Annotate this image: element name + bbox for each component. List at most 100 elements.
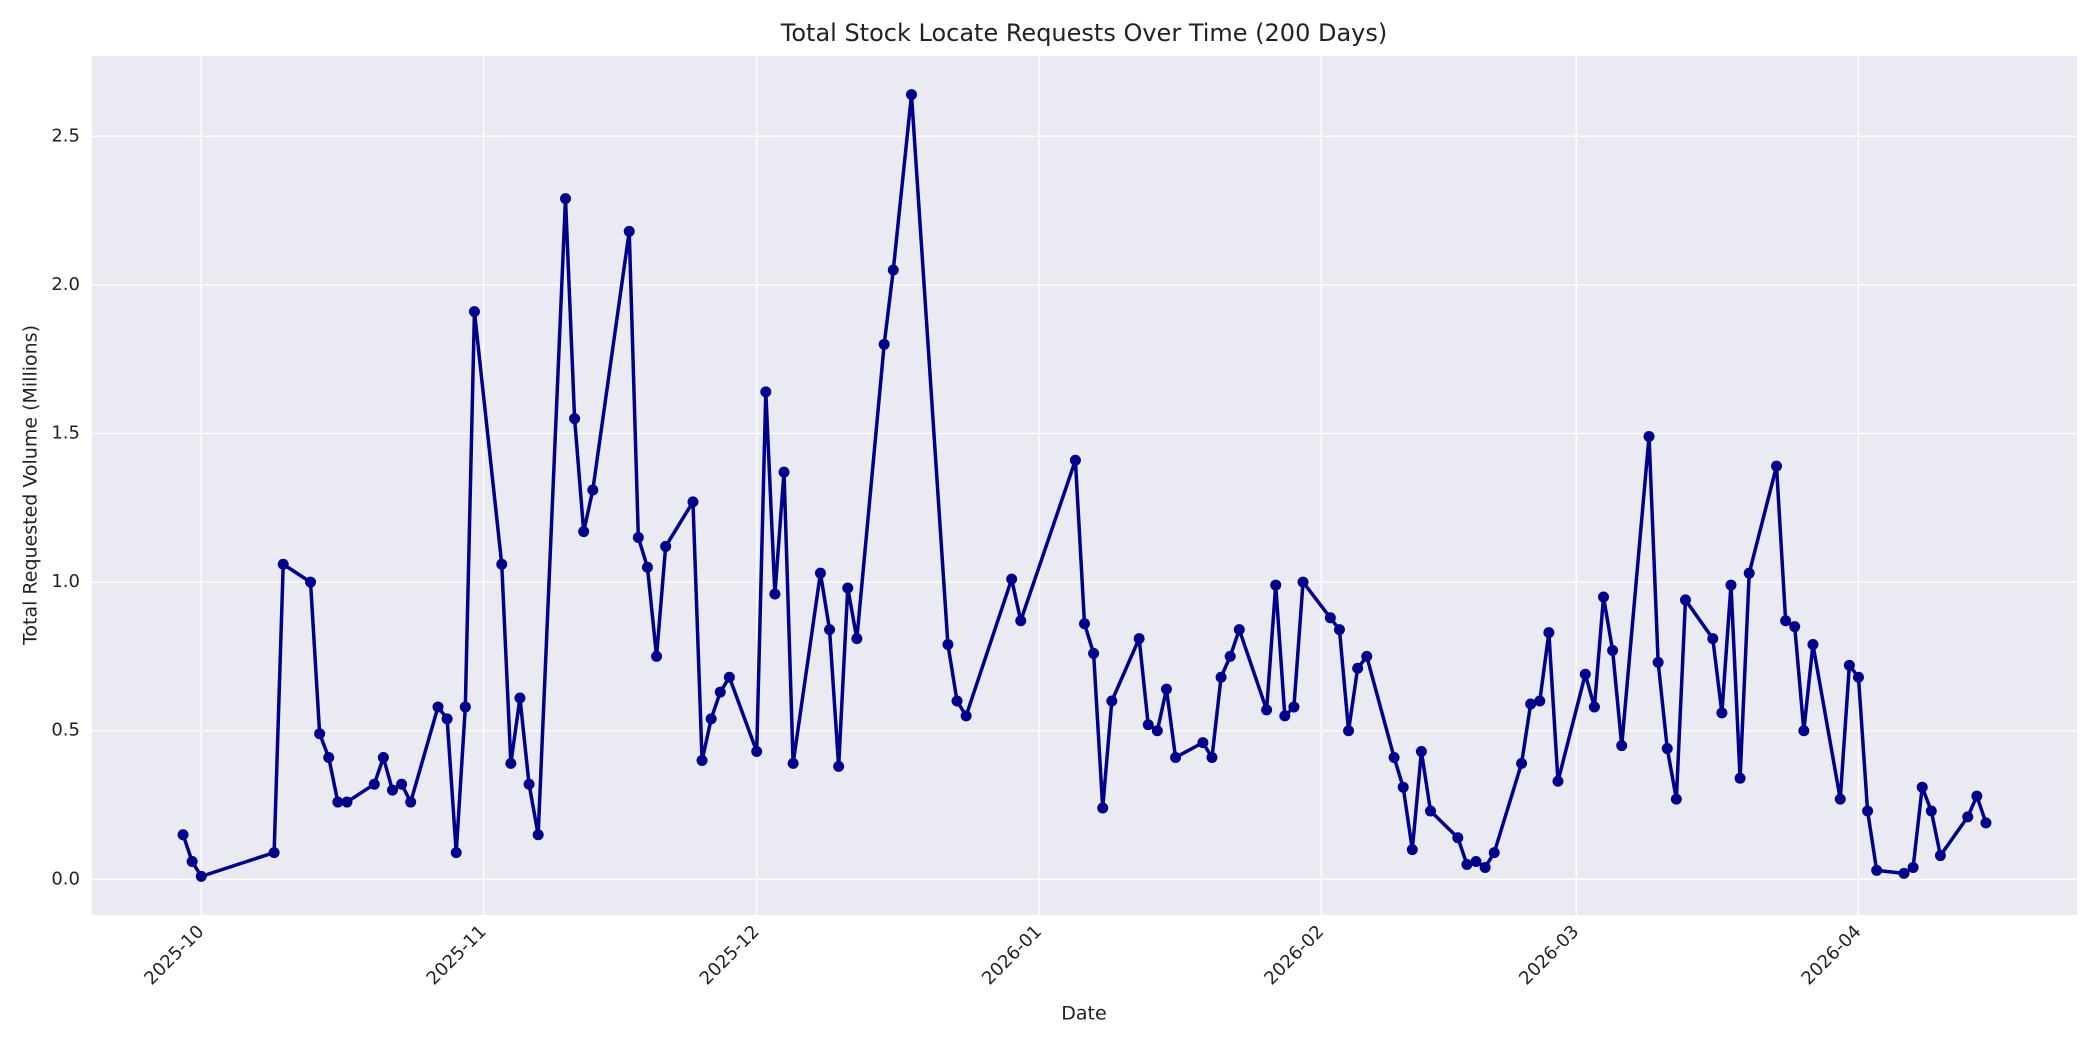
data-point — [396, 778, 408, 790]
data-point — [1807, 639, 1819, 651]
data-point — [450, 847, 462, 859]
data-point — [1525, 698, 1537, 710]
data-point — [760, 386, 772, 398]
marks — [177, 89, 1992, 882]
data-point — [1670, 793, 1682, 805]
data-point — [1534, 695, 1546, 707]
data-point — [1707, 633, 1719, 645]
data-point — [660, 540, 672, 552]
x-tick-label: 2026-01 — [978, 921, 1046, 989]
data-point — [441, 713, 453, 725]
y-tick-label: 2.0 — [51, 274, 80, 295]
data-point — [1324, 612, 1336, 624]
data-point — [951, 695, 963, 707]
x-tick-label: 2026-02 — [1260, 921, 1328, 989]
data-point — [1971, 790, 1983, 802]
data-point — [905, 89, 917, 101]
data-point — [1789, 621, 1801, 633]
data-point — [824, 624, 836, 636]
data-point — [578, 526, 590, 538]
x-tick-label: 2025-10 — [140, 921, 208, 989]
data-point — [1233, 624, 1245, 636]
data-point — [878, 338, 890, 350]
data-point — [1962, 811, 1974, 823]
data-point — [1069, 454, 1081, 466]
data-point — [1160, 683, 1172, 695]
y-tick-label: 1.5 — [51, 422, 80, 443]
data-point — [687, 496, 699, 508]
data-point — [1652, 656, 1664, 668]
y-tick-label: 2.5 — [51, 125, 80, 146]
data-point — [1206, 751, 1218, 763]
data-point — [405, 796, 417, 808]
data-point — [1343, 725, 1355, 737]
data-point — [1852, 671, 1864, 683]
data-point — [1916, 781, 1928, 793]
data-point — [314, 728, 326, 740]
data-point — [1661, 743, 1673, 755]
data-point — [1425, 805, 1437, 817]
data-point — [1215, 671, 1227, 683]
data-point — [1142, 719, 1154, 731]
data-point — [1925, 805, 1937, 817]
data-point — [1397, 781, 1409, 793]
data-point — [305, 576, 317, 588]
data-point — [1151, 725, 1163, 737]
data-point — [1088, 647, 1100, 659]
data-point — [1543, 627, 1555, 639]
data-point — [1552, 775, 1564, 787]
data-point — [641, 561, 653, 573]
data-point — [1406, 844, 1418, 856]
data-point — [942, 639, 954, 651]
data-point — [751, 746, 763, 758]
data-point — [1679, 594, 1691, 606]
data-point — [887, 264, 899, 276]
data-point — [696, 754, 708, 766]
data-point — [377, 751, 389, 763]
data-point — [632, 532, 644, 544]
data-point — [386, 784, 398, 796]
data-point — [332, 796, 344, 808]
y-tick-label: 0.5 — [51, 720, 80, 741]
data-point — [341, 796, 353, 808]
data-point — [1780, 615, 1792, 627]
data-point — [1579, 668, 1591, 680]
data-point — [186, 855, 198, 867]
data-point — [559, 193, 571, 205]
data-point — [1261, 704, 1273, 716]
data-point — [459, 701, 471, 713]
data-point — [1452, 832, 1464, 844]
x-tick-label: 2026-03 — [1515, 921, 1583, 989]
data-point — [468, 306, 480, 318]
data-point — [1488, 847, 1500, 859]
data-point — [851, 633, 863, 645]
data-point — [1197, 737, 1209, 749]
data-point — [1097, 802, 1109, 814]
data-point — [268, 847, 280, 859]
data-point — [523, 778, 535, 790]
data-point — [723, 671, 735, 683]
data-point — [1470, 855, 1482, 867]
x-tick-label: 2025-11 — [423, 921, 491, 989]
data-point — [514, 692, 526, 704]
data-point — [532, 829, 544, 841]
data-point — [177, 829, 189, 841]
data-point — [1716, 707, 1728, 719]
data-point — [1106, 695, 1118, 707]
data-point — [1006, 573, 1018, 585]
data-point — [1170, 751, 1182, 763]
data-point — [1743, 567, 1755, 579]
data-line — [181, 92, 1988, 879]
data-point — [1270, 579, 1282, 591]
data-point — [587, 484, 599, 496]
data-point — [1361, 650, 1373, 662]
data-point — [1734, 772, 1746, 784]
data-point — [277, 558, 289, 570]
data-point — [1588, 701, 1600, 713]
x-tick-label: 2026-04 — [1798, 921, 1866, 989]
data-point — [1461, 858, 1473, 870]
data-point — [1871, 864, 1883, 876]
data-point — [1898, 867, 1910, 879]
data-point — [1333, 624, 1345, 636]
